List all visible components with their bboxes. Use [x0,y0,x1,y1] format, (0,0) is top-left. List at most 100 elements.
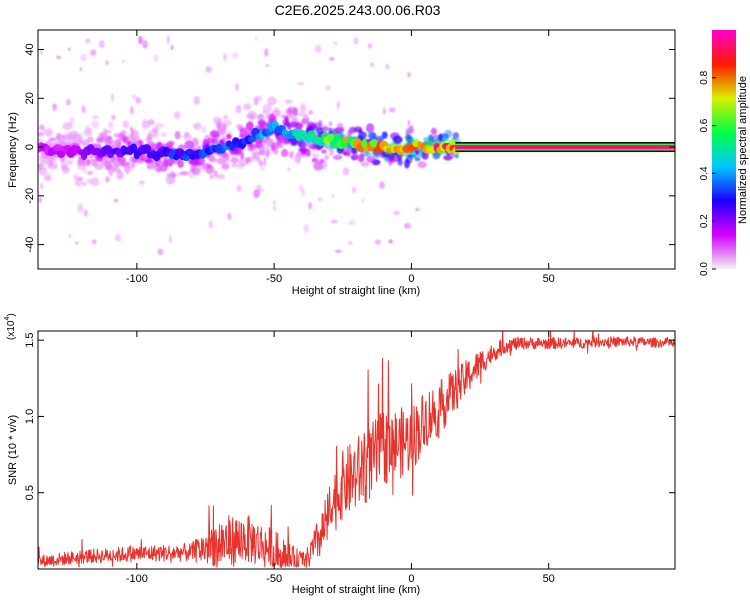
spectrogram-faint-blob [317,197,323,202]
spectrogram-faint-blob [83,209,88,217]
spectrogram-scatter-core [38,120,675,162]
y-tick-label: -20 [24,188,36,204]
spectrogram-blob [288,151,294,159]
spectrogram-faint-blob [407,71,411,78]
spectrogram-faint-blob [39,49,44,55]
spectrogram-blob [300,102,307,112]
spectrogram-blob [373,152,381,159]
spectrogram-faint-blob [388,239,393,244]
chart-title: C2E6.2025.243.00.06.R03 [274,2,441,18]
spectrogram-blob [235,104,242,114]
spectrogram-faint-blob [81,105,86,114]
spectrogram-blob [116,170,124,180]
spectrogram-faint-blob [342,167,350,176]
spectrogram-blob [163,158,170,168]
spectrogram-blob [253,96,259,106]
spectrogram-blob [226,133,232,140]
spectrogram-blob [144,159,154,164]
spectrogram-blob [73,174,78,181]
spectrogram-blob [46,172,52,182]
spectrogram-blob [216,119,223,124]
spectrogram-faint-blob [256,184,262,193]
spectrogram-faint-blob [153,54,158,62]
snr-series-line [38,331,675,568]
spectrogram-faint-blob [98,40,105,49]
snr-x-label: Height of straight line (km) [292,584,420,596]
spectrogram-blob [192,166,201,176]
snr-multiplier-base: (x104) [4,313,17,340]
spectrogram-faint-blob [111,114,116,121]
spectrogram-faint-blob [325,85,332,91]
spectrogram-blob [216,157,227,165]
x-tick-label: 50 [543,273,555,285]
y-tick-label: 20 [24,92,36,104]
spectrogram-blob [179,171,189,176]
spectrogram-faint-blob [361,198,365,204]
spectrogram-faint-blob [79,67,83,72]
spectrogram-blob [360,161,370,167]
spectrogram-blob [292,107,299,117]
y-tick-label: 0 [24,144,36,150]
spectrogram-blob [217,127,227,135]
spectrogram-blob [69,117,75,125]
spectrogram-blob [222,114,229,120]
snr-multiplier: (x104) [4,313,17,340]
spectrogram-blob [187,159,196,166]
spectrogram-blob [112,159,118,168]
spectrogram-blob [297,112,308,117]
spectrogram-faint-blob [280,114,287,119]
y-tick-label: 40 [24,43,36,55]
spectrogram-blob [209,130,220,138]
spectrogram-faint-blob [336,100,341,110]
spectrogram-faint-blob [90,49,97,56]
spectrogram-blob [274,107,280,113]
spectrogram-blob [245,121,254,131]
spectrogram-y-axis: -40 -20 0 20 40 [24,43,675,253]
spectrogram-blob [221,163,230,170]
spectrogram-faint-blob [193,96,200,105]
x-tick-label: -100 [126,573,148,585]
spectrogram-faint-blob [91,239,97,245]
spectrogram-blob [38,132,44,137]
spectrogram-blob [430,127,437,135]
spectrogram-blob [432,153,442,158]
spectrogram-blob [86,178,92,185]
spectrogram-blob [253,152,258,159]
spectrogram-blob [414,156,421,162]
spectrogram-faint-blob [138,180,145,185]
colorbar: 0.0 0.2 0.4 0.6 0.8 Normalized spectral ampl… [699,30,749,276]
spectrogram-faint-blob [52,103,58,111]
spectrogram-blob [270,142,276,152]
spectrogram-blob [243,103,252,111]
spectrogram-blob [245,114,255,119]
spectrogram-faint-blob [348,220,355,226]
spectrogram-faint-blob [331,194,335,198]
spectrogram-faint-blob [68,47,71,52]
x-tick-label: 0 [408,573,414,585]
spectrogram-faint-blob [41,160,45,166]
snr-panel: -100 -50 0 50 0.5 1.0 1.5 Height of straight … [4,313,676,596]
spectrogram-faint-blob [335,249,342,253]
spectrogram-faint-blob [330,219,338,224]
spectrogram-blob [154,122,164,129]
spectrogram-faint-blob [351,186,357,194]
spectrogram-blob [267,96,277,106]
spectrogram-blob [311,153,320,159]
spectrogram-blob [281,148,289,158]
spectrogram-faint-blob [92,114,99,120]
spectrogram-blob [366,156,376,163]
spectrogram-faint-blob [264,48,269,57]
spectrogram-faint-blob [173,111,181,120]
spectrogram-blob [222,120,232,126]
spectrogram-faint-blob [272,206,277,211]
spectrogram-blob [353,154,359,159]
spectrogram-faint-blob [118,156,125,165]
spectrogram-blob [305,148,311,157]
spectrogram-x-axis: -100 -50 0 50 [126,30,555,285]
spectrogram-blob [438,133,443,142]
spectrogram-faint-blob [227,212,232,221]
spectrogram-blob [262,103,273,114]
spectrogram-blob [104,160,113,170]
spectrogram-faint-blob [236,184,242,193]
